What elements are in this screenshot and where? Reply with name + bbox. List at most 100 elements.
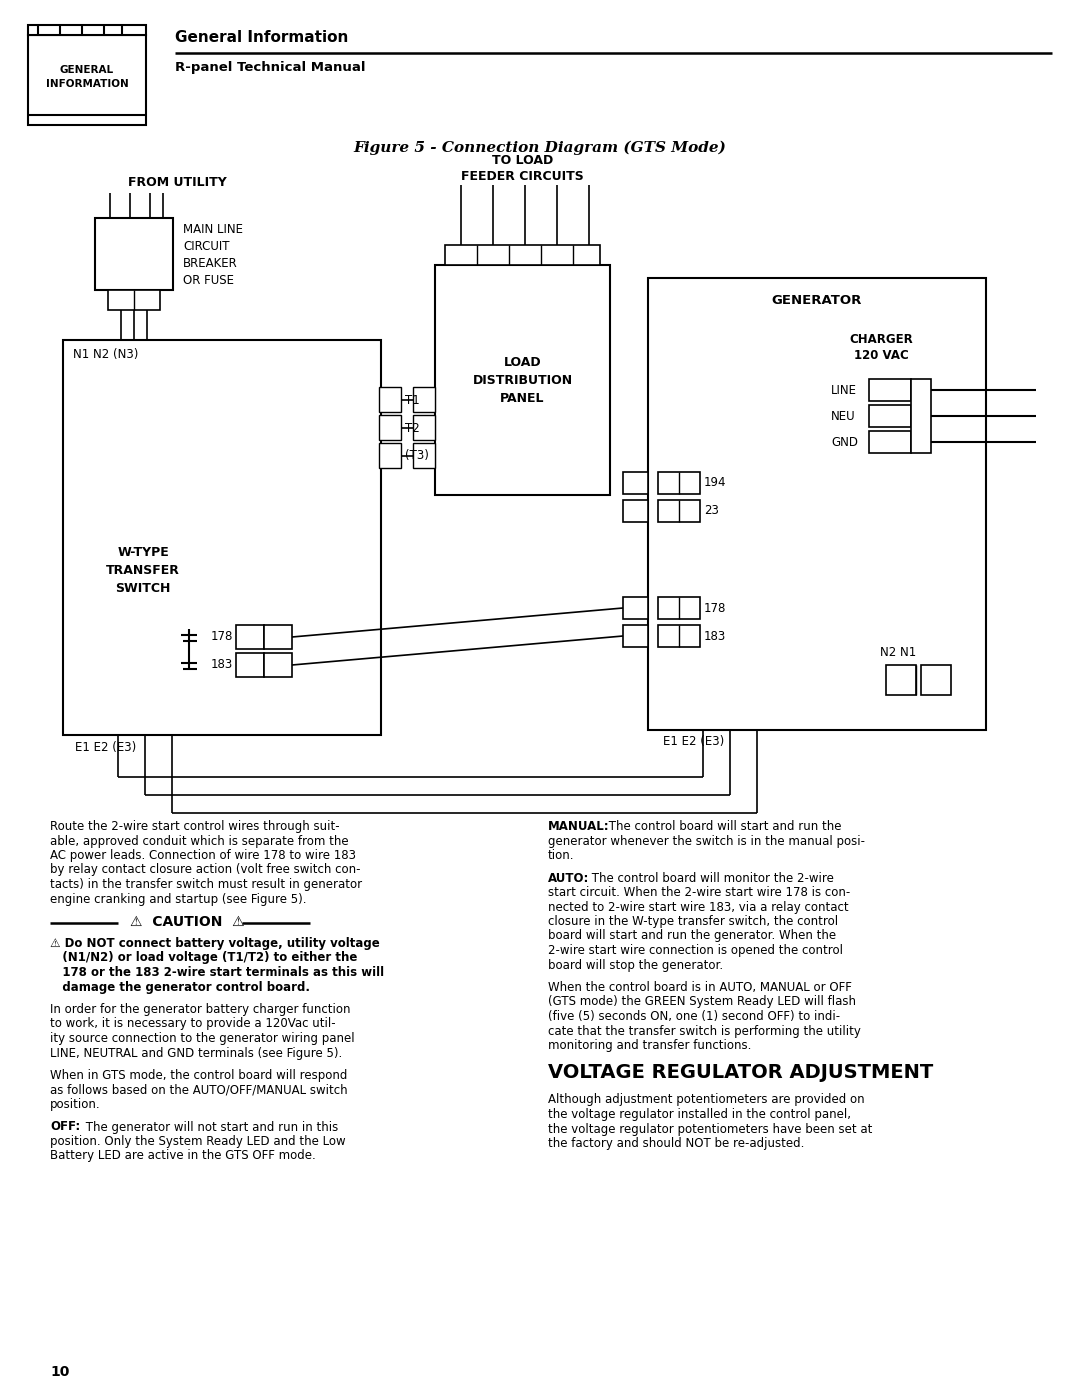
Text: R-panel Technical Manual: R-panel Technical Manual — [175, 61, 365, 74]
Text: (five (5) seconds ON, one (1) second OFF) to indi-: (five (5) seconds ON, one (1) second OFF… — [548, 1010, 840, 1023]
Text: the voltage regulator installed in the control panel,: the voltage regulator installed in the c… — [548, 1108, 851, 1120]
Text: TO LOAD
FEEDER CIRCUITS: TO LOAD FEEDER CIRCUITS — [461, 154, 584, 183]
Bar — [237, 652, 264, 678]
Text: board will start and run the generator. When the: board will start and run the generator. … — [548, 929, 836, 943]
Text: engine cranking and startup (see Figure 5).: engine cranking and startup (see Figure … — [50, 893, 307, 905]
Text: 178: 178 — [704, 602, 727, 615]
Bar — [264, 652, 292, 678]
Text: cate that the transfer switch is performing the utility: cate that the transfer switch is perform… — [548, 1024, 861, 1038]
Text: Although adjustment potentiometers are provided on: Although adjustment potentiometers are p… — [548, 1094, 865, 1106]
Bar — [28, 35, 146, 124]
Text: by relay contact closure action (volt free switch con-: by relay contact closure action (volt fr… — [50, 863, 361, 876]
Text: start circuit. When the 2-wire start wire 178 is con-: start circuit. When the 2-wire start wir… — [548, 886, 850, 900]
Text: The control board will start and run the: The control board will start and run the — [605, 820, 841, 833]
Text: Route the 2-wire start control wires through suit-: Route the 2-wire start control wires thr… — [50, 820, 339, 833]
Text: OFF:: OFF: — [50, 1120, 80, 1133]
Text: 194: 194 — [704, 476, 727, 489]
Bar — [108, 291, 160, 310]
Text: LOAD
DISTRIBUTION
PANEL: LOAD DISTRIBUTION PANEL — [472, 355, 572, 405]
Text: (GTS mode) the GREEN System Ready LED will flash: (GTS mode) the GREEN System Ready LED wi… — [548, 996, 856, 1009]
Bar — [28, 25, 146, 35]
Text: Battery LED are active in the GTS OFF mode.: Battery LED are active in the GTS OFF mo… — [50, 1150, 315, 1162]
Text: (T3): (T3) — [405, 450, 429, 462]
Text: 23: 23 — [704, 504, 719, 517]
Text: MANUAL:: MANUAL: — [548, 820, 609, 833]
Text: LINE, NEUTRAL and GND terminals (see Figure 5).: LINE, NEUTRAL and GND terminals (see Fig… — [50, 1046, 342, 1059]
Text: 183: 183 — [211, 658, 233, 672]
Text: 183: 183 — [704, 630, 726, 643]
Text: 2-wire start wire connection is opened the control: 2-wire start wire connection is opened t… — [548, 944, 843, 957]
Bar — [869, 432, 912, 453]
Bar — [658, 500, 700, 522]
Text: T2: T2 — [405, 422, 420, 434]
Bar — [445, 244, 600, 265]
Bar — [886, 665, 916, 694]
Text: N1 N2 (N3): N1 N2 (N3) — [73, 348, 138, 360]
Text: LINE: LINE — [831, 384, 858, 397]
Bar — [379, 443, 401, 468]
Text: MAIN LINE
CIRCUIT
BREAKER
OR FUSE: MAIN LINE CIRCUIT BREAKER OR FUSE — [183, 224, 243, 286]
Text: ⚠ Do NOT connect battery voltage, utility voltage: ⚠ Do NOT connect battery voltage, utilit… — [50, 937, 380, 950]
Bar — [623, 624, 648, 647]
Text: ity source connection to the generator wiring panel: ity source connection to the generator w… — [50, 1032, 354, 1045]
Bar — [237, 624, 264, 650]
Bar — [379, 415, 401, 440]
Text: tacts) in the transfer switch must result in generator: tacts) in the transfer switch must resul… — [50, 877, 362, 891]
Bar — [413, 415, 435, 440]
Text: Figure 5 - Connection Diagram (GTS Mode): Figure 5 - Connection Diagram (GTS Mode) — [353, 141, 727, 155]
Text: 10: 10 — [50, 1365, 69, 1379]
Text: damage the generator control board.: damage the generator control board. — [50, 981, 310, 993]
Text: GENERATOR: GENERATOR — [772, 293, 862, 306]
Text: AUTO:: AUTO: — [548, 872, 590, 884]
Bar — [623, 597, 648, 619]
Text: General Information: General Information — [175, 31, 349, 46]
Text: E1 E2 (E3): E1 E2 (E3) — [663, 735, 725, 749]
Text: position. Only the System Ready LED and the Low: position. Only the System Ready LED and … — [50, 1134, 346, 1148]
Text: board will stop the generator.: board will stop the generator. — [548, 958, 724, 971]
Text: VOLTAGE REGULATOR ADJUSTMENT: VOLTAGE REGULATOR ADJUSTMENT — [548, 1063, 933, 1083]
Text: GND: GND — [831, 436, 858, 448]
Bar — [63, 339, 381, 735]
Text: (N1/N2) or load voltage (T1/T2) to either the: (N1/N2) or load voltage (T1/T2) to eithe… — [50, 951, 357, 964]
Bar — [413, 443, 435, 468]
Text: position.: position. — [50, 1098, 100, 1111]
Text: E1 E2 (E3): E1 E2 (E3) — [75, 740, 136, 753]
Text: T1: T1 — [405, 394, 420, 407]
Text: closure in the W-type transfer switch, the control: closure in the W-type transfer switch, t… — [548, 915, 838, 928]
Text: generator whenever the switch is in the manual posi-: generator whenever the switch is in the … — [548, 834, 865, 848]
Text: 178: 178 — [211, 630, 233, 644]
Text: When the control board is in AUTO, MANUAL or OFF: When the control board is in AUTO, MANUA… — [548, 981, 852, 995]
Bar — [379, 387, 401, 412]
Bar — [623, 472, 648, 495]
Text: ⚠  CAUTION  ⚠: ⚠ CAUTION ⚠ — [130, 915, 245, 929]
Bar — [658, 597, 700, 619]
Bar — [658, 472, 700, 495]
Text: The control board will monitor the 2-wire: The control board will monitor the 2-wir… — [588, 872, 834, 884]
Text: The generator will not start and run in this: The generator will not start and run in … — [82, 1120, 338, 1133]
Text: to work, it is necessary to provide a 120Vac util-: to work, it is necessary to provide a 12… — [50, 1017, 336, 1031]
Text: nected to 2-wire start wire 183, via a relay contact: nected to 2-wire start wire 183, via a r… — [548, 901, 849, 914]
Text: When in GTS mode, the control board will respond: When in GTS mode, the control board will… — [50, 1069, 348, 1083]
Text: In order for the generator battery charger function: In order for the generator battery charg… — [50, 1003, 351, 1016]
Text: 178 or the 183 2-wire start terminals as this will: 178 or the 183 2-wire start terminals as… — [50, 965, 384, 979]
Bar — [869, 405, 912, 427]
Bar — [435, 265, 610, 495]
Text: N2 N1: N2 N1 — [880, 645, 916, 658]
Text: as follows based on the AUTO/OFF/MANUAL switch: as follows based on the AUTO/OFF/MANUAL … — [50, 1084, 348, 1097]
Bar — [869, 379, 912, 401]
Text: tion.: tion. — [548, 849, 575, 862]
Text: NEU: NEU — [831, 409, 855, 422]
Bar — [912, 379, 931, 453]
Bar — [623, 500, 648, 522]
Text: FROM UTILITY: FROM UTILITY — [129, 176, 227, 190]
Bar — [921, 665, 951, 694]
Text: the factory and should NOT be re-adjusted.: the factory and should NOT be re-adjuste… — [548, 1137, 805, 1150]
Text: AC power leads. Connection of wire 178 to wire 183: AC power leads. Connection of wire 178 t… — [50, 849, 356, 862]
Bar — [95, 218, 173, 291]
Text: the voltage regulator potentiometers have been set at: the voltage regulator potentiometers hav… — [548, 1123, 873, 1136]
Text: CHARGER
120 VAC: CHARGER 120 VAC — [849, 332, 913, 362]
Text: W-TYPE
TRANSFER
SWITCH: W-TYPE TRANSFER SWITCH — [106, 545, 180, 595]
Bar — [648, 278, 986, 731]
Bar — [413, 387, 435, 412]
Bar — [264, 624, 292, 650]
